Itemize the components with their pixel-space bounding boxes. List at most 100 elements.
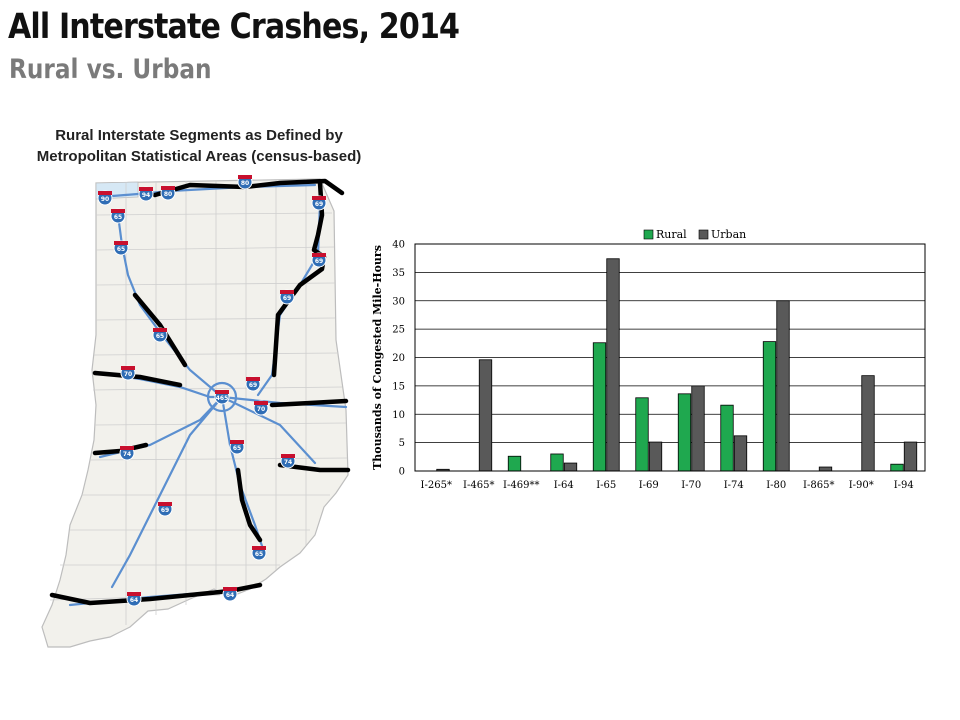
bar-rural-i-69 — [635, 397, 649, 472]
bar-rural-i-64 — [550, 453, 564, 472]
interstate-shield: 70 — [253, 400, 269, 416]
y-tick-label: 15 — [392, 381, 405, 392]
interstate-shield: 64 — [222, 586, 238, 602]
x-tick-label: I-80 — [766, 480, 786, 491]
map-caption-line-1: Rural Interstate Segments as Defined by — [55, 127, 343, 144]
bar-rural-i-74 — [720, 404, 734, 472]
interstate-shield: 90 — [97, 190, 113, 206]
x-tick-label: I-70 — [681, 480, 701, 491]
x-axis-ticks: I-265* I-465* I-469** I-64 I-65 I-69 I-70 I-74 I… — [421, 480, 914, 491]
y-tick-label: 25 — [392, 325, 405, 336]
rural-interstate-segments — [49, 178, 351, 606]
bar-urban-i-90 — [861, 375, 875, 472]
svg-text:74: 74 — [123, 451, 131, 458]
interstate-shield: 74 — [119, 445, 135, 461]
x-tick-label: I-90* — [849, 480, 874, 491]
svg-text:65: 65 — [156, 333, 164, 340]
svg-text:90: 90 — [101, 196, 109, 203]
x-tick-label: I-265* — [421, 480, 452, 491]
map-caption: Rural Interstate Segments as Defined by … — [6, 125, 392, 167]
x-tick-label: I-865* — [803, 480, 834, 491]
bar-urban-i-70 — [691, 385, 705, 472]
interstate-shield: 69 — [311, 252, 327, 268]
y-tick-label: 30 — [392, 296, 405, 307]
x-tick-label: I-469** — [503, 480, 539, 491]
interstate-shield: 74 — [280, 453, 296, 469]
y-tick-label: 40 — [392, 240, 405, 251]
bar-rural-i-65 — [592, 342, 607, 472]
bar-rural-i-469 — [507, 455, 522, 472]
interstate-shield: 65 — [229, 439, 245, 455]
bar-urban-i-94 — [903, 441, 918, 472]
interstate-shield: 65 — [152, 327, 168, 343]
bar-rural-i-80 — [762, 341, 777, 472]
bar-urban-i-865 — [818, 466, 833, 472]
interstate-shield: 65 — [110, 208, 126, 224]
svg-text:65: 65 — [233, 445, 241, 452]
interstate-shield: 69 — [311, 195, 327, 211]
svg-text:70: 70 — [124, 371, 132, 378]
x-tick-label: I-74 — [724, 480, 744, 491]
x-tick-label: I-64 — [554, 480, 574, 491]
svg-text:65: 65 — [114, 214, 122, 221]
interstate-shield: 70 — [120, 365, 136, 381]
slide-title: All Interstate Crashes, 2014 — [8, 7, 460, 47]
interstate-shield: 69 — [245, 376, 261, 392]
interstate-shield: 69 — [279, 289, 295, 305]
interstate-shield: 65 — [113, 240, 129, 256]
svg-text:65: 65 — [117, 246, 125, 253]
x-tick-label: I-69 — [639, 480, 659, 491]
bar-urban-i-64 — [563, 462, 578, 472]
svg-text:69: 69 — [161, 507, 169, 514]
svg-text:80: 80 — [241, 180, 249, 187]
svg-text:74: 74 — [284, 459, 292, 466]
interstate-shield: 465 — [214, 389, 230, 405]
congestion-bar-chart: 0 5 10 15 20 25 30 35 40 I-265* I-465* I-469** I-64… — [371, 228, 926, 491]
legend-swatch-urban — [698, 229, 709, 240]
bar-rural-i-94 — [890, 463, 904, 472]
indiana-interstate-map: 90 94 80 80 69 65 65 65 69 69 70 465 69 … — [41, 175, 351, 648]
y-axis-label: Thousands of Congested Mile-Hours — [371, 245, 384, 470]
x-tick-label: I-94 — [894, 480, 914, 491]
svg-text:70: 70 — [257, 406, 265, 413]
svg-text:69: 69 — [283, 295, 291, 302]
map-caption-line-2: Metropolitan Statistical Areas (census-b… — [36, 148, 362, 165]
y-tick-label: 0 — [399, 467, 405, 478]
legend-label-rural: Rural — [656, 228, 687, 241]
svg-text:64: 64 — [226, 592, 234, 599]
bar-urban-i-69 — [648, 441, 663, 472]
y-tick-label: 35 — [392, 268, 405, 279]
indiana-state-outline — [41, 178, 349, 648]
bar-urban-i-65 — [606, 258, 620, 472]
slide-subtitle: Rural vs. Urban — [9, 54, 212, 85]
y-axis-ticks: 0 5 10 15 20 25 30 35 40 — [392, 240, 405, 478]
interstate-shield: 80 — [160, 185, 176, 201]
legend-swatch-rural — [643, 229, 654, 240]
plot-frame — [414, 243, 926, 472]
interstate-shield: 65 — [251, 545, 267, 561]
bars — [436, 258, 918, 472]
bar-rural-i-70 — [677, 393, 692, 472]
svg-text:80: 80 — [164, 191, 172, 198]
y-tick-label: 5 — [399, 438, 405, 449]
y-tick-label: 10 — [392, 410, 405, 421]
interstate-shield: 64 — [126, 591, 142, 607]
svg-text:65: 65 — [255, 551, 263, 558]
legend: Rural Urban — [643, 228, 746, 241]
svg-text:64: 64 — [130, 597, 138, 604]
interstate-shields: 90 94 80 80 69 65 65 65 69 69 70 465 69 … — [97, 175, 327, 607]
interstate-shield: 80 — [237, 175, 253, 190]
bar-urban-i-74 — [733, 435, 748, 472]
svg-text:69: 69 — [249, 382, 257, 389]
bar-urban-i-465 — [478, 359, 493, 472]
legend-label-urban: Urban — [711, 228, 746, 241]
svg-text:69: 69 — [315, 201, 323, 208]
interstate-shield: 69 — [157, 501, 173, 517]
svg-text:465: 465 — [216, 395, 229, 402]
bar-urban-i-80 — [776, 300, 790, 472]
svg-text:69: 69 — [315, 258, 323, 265]
interstate-shield: 94 — [138, 186, 154, 202]
svg-text:94: 94 — [142, 192, 150, 199]
x-tick-label: I-65 — [596, 480, 616, 491]
y-tick-label: 20 — [392, 353, 405, 364]
